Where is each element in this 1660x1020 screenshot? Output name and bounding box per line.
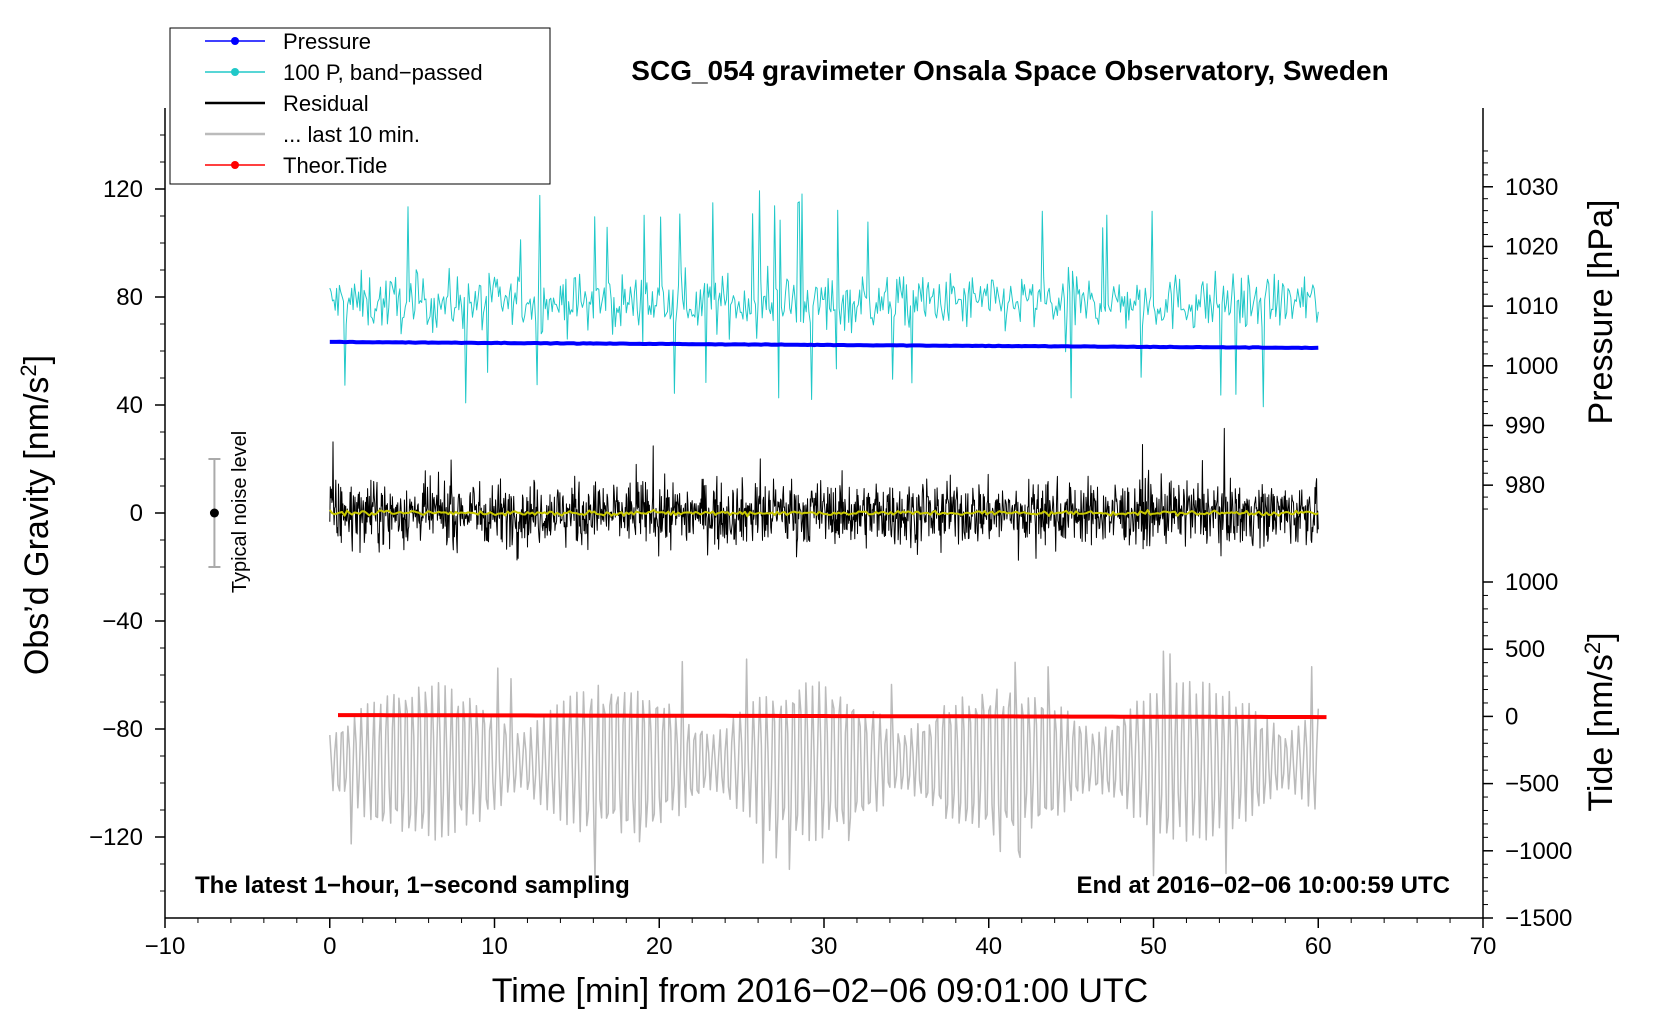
y-left-tick-label: −120	[89, 824, 143, 851]
tide-tick-label: 0	[1505, 703, 1518, 730]
y-left-tick-label: 40	[116, 392, 143, 419]
y-axis-left-title: Obs’d Gravity [nm/s2]	[16, 355, 56, 675]
axes-layer: −10 0 10 20 30 40 50 60 70−120−80−40040801209809…	[89, 108, 1572, 960]
series-residual-smoothed-line	[328, 508, 1319, 518]
x-axis-title: Time [min] from 2016−02−06 09:01:00 UTC	[492, 972, 1148, 1010]
pressure-tick-label: 990	[1505, 412, 1545, 439]
x-tick-label: 40	[975, 933, 1002, 960]
pressure-tick-label: 1030	[1505, 174, 1558, 201]
tide-tick-label: −1000	[1505, 838, 1572, 865]
series-bandpassed-pressure-line	[329, 190, 1319, 408]
y-axis-left-title-main: Obs’d Gravity [nm/s	[18, 377, 56, 676]
tide-tick-label: 1000	[1505, 569, 1558, 596]
y-axis-tide-title-end: ]	[1582, 632, 1620, 641]
legend-marker	[231, 68, 239, 76]
pressure-tick-label: 980	[1505, 472, 1545, 499]
x-tick-label: 60	[1305, 933, 1332, 960]
x-tick-label: 50	[1140, 933, 1167, 960]
legend: Pressure 100 P, band−passed Residual ... la…	[169, 27, 551, 185]
y-left-tick-label: 80	[116, 284, 143, 311]
tide-tick-label: −500	[1505, 771, 1559, 798]
note-sampling: The latest 1−hour, 1−second sampling	[195, 872, 630, 899]
legend-label: Pressure	[283, 29, 371, 54]
legend-label: Residual	[283, 91, 369, 116]
series-layer	[328, 190, 1327, 882]
pressure-tick-label: 1020	[1505, 233, 1558, 260]
y-axis-left-title-sup: 2	[16, 364, 41, 376]
series-last-10-min-line	[329, 650, 1320, 882]
pressure-tick-label: 1000	[1505, 353, 1558, 380]
x-tick-label: 20	[646, 933, 673, 960]
y-left-tick-label: 0	[130, 500, 143, 527]
x-tick-label: 30	[811, 933, 838, 960]
y-axis-tide-title-sup: 2	[1580, 642, 1605, 654]
pressure-tick-label: 1010	[1505, 293, 1558, 320]
x-tick-label: 0	[323, 933, 336, 960]
x-tick-label: −10	[145, 933, 186, 960]
series-residual-line	[329, 427, 1319, 561]
series-theor-tide-line	[338, 713, 1327, 720]
legend-label: ... last 10 min.	[283, 122, 420, 147]
series-pressure-line	[329, 339, 1319, 350]
x-tick-label: 10	[481, 933, 508, 960]
y-left-tick-label: −40	[102, 608, 143, 635]
x-tick-label: 70	[1470, 933, 1497, 960]
note-end-time: End at 2016−02−06 10:00:59 UTC	[1076, 872, 1450, 899]
legend-label: 100 P, band−passed	[283, 60, 483, 85]
y-axis-pressure-title: Pressure [hPa]	[1582, 200, 1620, 425]
tide-tick-label: −1500	[1505, 905, 1572, 932]
y-axis-left-title-end: ]	[18, 355, 56, 364]
tide-tick-label: 500	[1505, 636, 1545, 663]
chart-title: SCG_054 gravimeter Onsala Space Observat…	[631, 55, 1388, 86]
legend-marker	[231, 37, 239, 45]
y-left-tick-label: −80	[102, 716, 143, 743]
y-axis-tide-title-main: Tide [nm/s	[1582, 654, 1620, 811]
text-layer: SCG_054 gravimeter Onsala Space Observat…	[16, 55, 1620, 1010]
legend-box	[169, 27, 551, 185]
y-axis-tide-title: Tide [nm/s2]	[1580, 632, 1620, 811]
noise-bar-dot	[209, 508, 219, 518]
noise-level-label: Typical noise level	[229, 431, 251, 593]
y-left-tick-label: 120	[103, 176, 143, 203]
legend-marker	[231, 161, 239, 169]
legend-label: Theor.Tide	[283, 153, 387, 178]
